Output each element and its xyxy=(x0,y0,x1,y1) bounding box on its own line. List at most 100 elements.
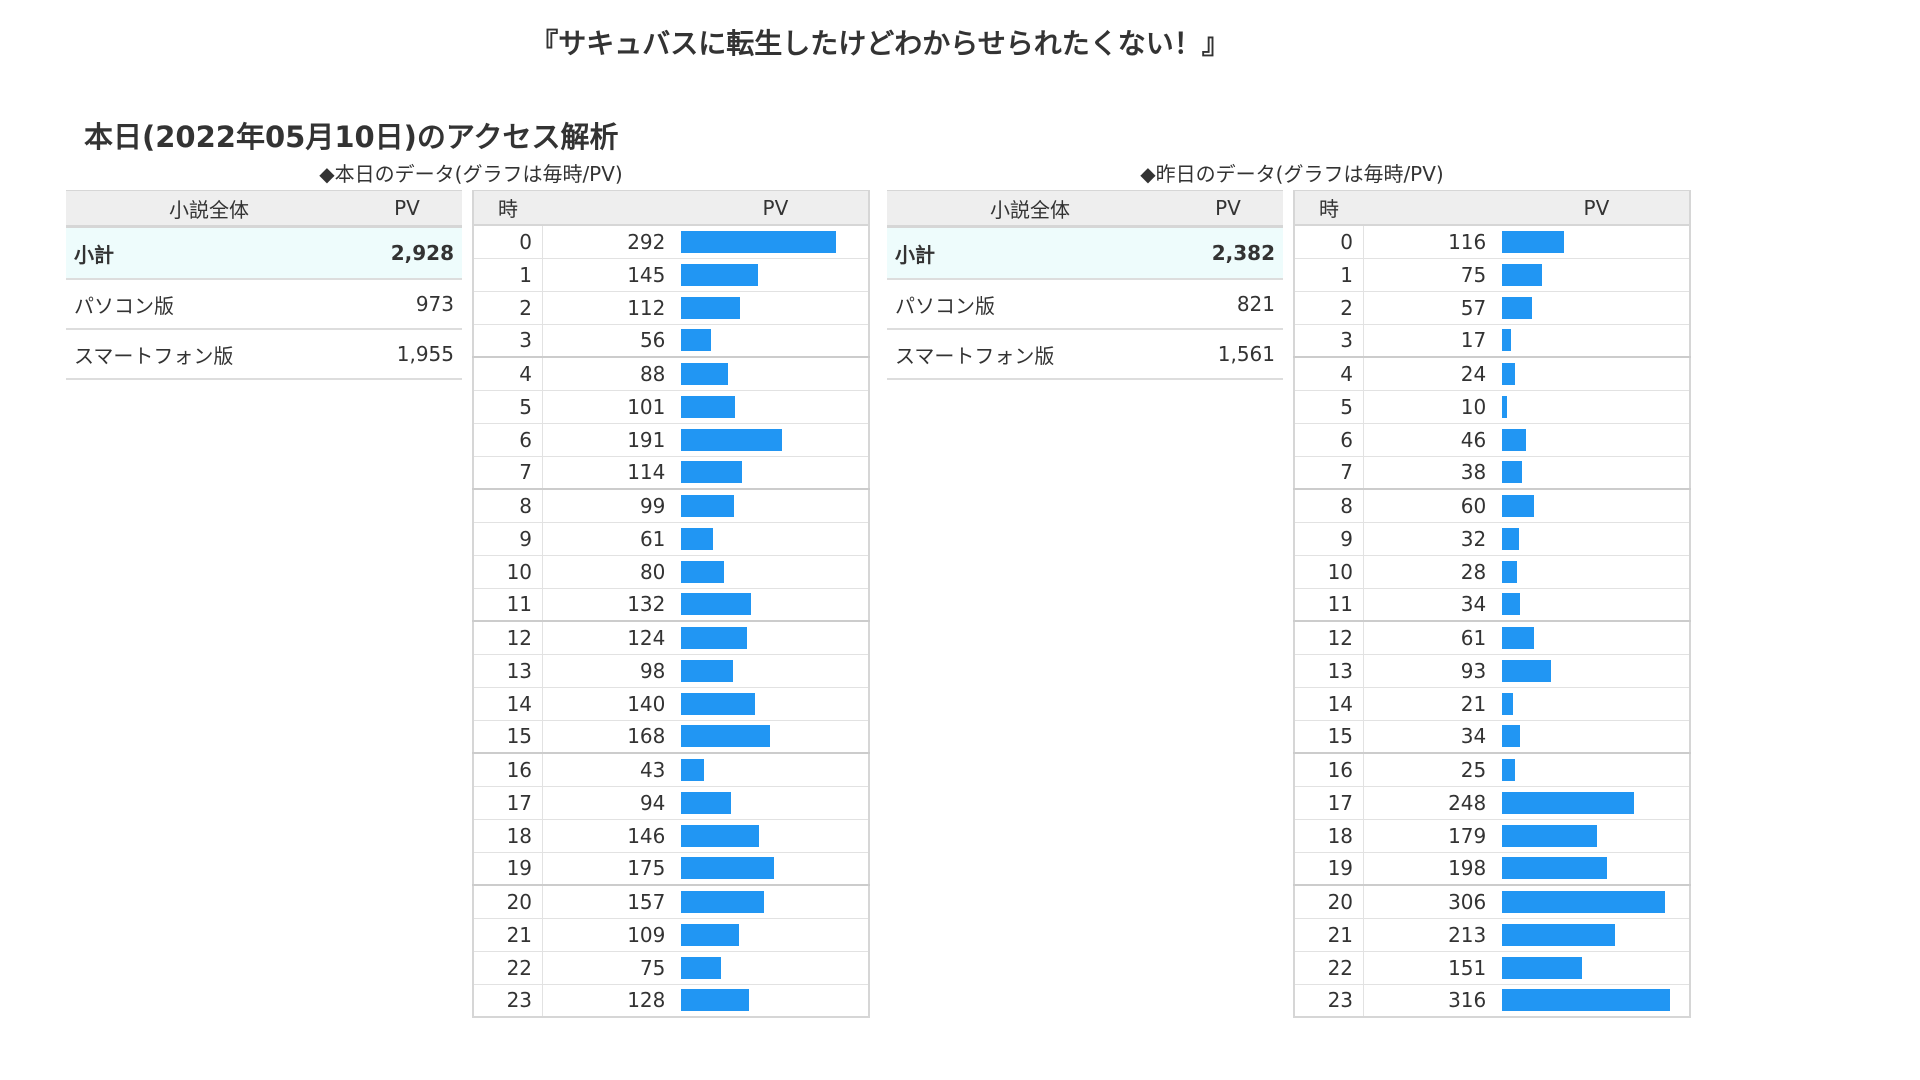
pv-value-cell: 60 xyxy=(1363,489,1499,523)
pv-bar xyxy=(681,329,712,352)
pv-value-cell: 306 xyxy=(1363,885,1499,919)
hourly-row: 17 94 xyxy=(473,786,869,820)
pv-bar-cell xyxy=(1498,357,1690,391)
pv-bar-cell xyxy=(1498,489,1690,523)
pv-bar xyxy=(1502,923,1616,946)
summary-row-value: 2,382 xyxy=(1173,226,1283,280)
pv-bar xyxy=(681,956,722,979)
pv-bar xyxy=(681,659,734,682)
pv-value-cell: 292 xyxy=(542,225,678,259)
pv-value-cell: 140 xyxy=(542,687,678,721)
pv-bar xyxy=(681,362,729,385)
pv-value-cell: 175 xyxy=(542,852,678,886)
pv-bar-cell xyxy=(1498,753,1690,787)
pv-bar xyxy=(681,428,783,451)
hourly-row: 0 292 xyxy=(473,225,869,259)
hourly-row: 9 32 xyxy=(1294,522,1690,556)
pv-bar-cell xyxy=(677,258,869,292)
pv-value-cell: 57 xyxy=(1363,291,1499,325)
hourly-row: 3 17 xyxy=(1294,324,1690,358)
pv-bar-cell xyxy=(1498,555,1690,589)
pv-bar-cell xyxy=(677,489,869,523)
pv-value-cell: 116 xyxy=(1363,225,1499,259)
pv-bar-cell xyxy=(677,555,869,589)
hour-cell: 14 xyxy=(473,687,544,721)
pv-bar-cell xyxy=(1498,423,1690,457)
pv-value-cell: 191 xyxy=(542,423,678,457)
summary-row-pc: パソコン版 973 xyxy=(66,279,462,330)
pv-bar xyxy=(681,626,748,649)
pv-value-cell: 34 xyxy=(1363,720,1499,754)
hourly-row: 22 75 xyxy=(473,951,869,985)
page-title: 本日(2022年05月10日)のアクセス解析 xyxy=(84,120,619,154)
pv-value-cell: 157 xyxy=(542,885,678,919)
pv-value-cell: 99 xyxy=(542,489,678,523)
hourly-row: 7 38 xyxy=(1294,456,1690,490)
yesterday-hourly-body: 0 116 1 75 2 57 3 17 4 24 5 10 6 46 7 38 8 60 9 32 10 28 11 34 1… xyxy=(1294,225,1690,1017)
hourly-row: 9 61 xyxy=(473,522,869,556)
hourly-row: 21 109 xyxy=(473,918,869,952)
pv-bar xyxy=(1502,659,1552,682)
hour-cell: 16 xyxy=(473,753,544,787)
hourly-row: 2 57 xyxy=(1294,291,1690,325)
hourly-row: 12 124 xyxy=(473,621,869,655)
pv-bar-cell xyxy=(677,753,869,787)
summary-row-value: 2,928 xyxy=(352,226,462,280)
hour-cell: 23 xyxy=(1294,984,1365,1017)
hour-cell: 12 xyxy=(1294,621,1365,655)
pv-bar xyxy=(681,791,732,814)
hour-cell: 10 xyxy=(1294,555,1365,589)
pv-bar xyxy=(681,725,771,748)
pv-bar xyxy=(1502,890,1666,913)
pv-bar xyxy=(1502,428,1527,451)
hourly-row: 13 93 xyxy=(1294,654,1690,688)
hour-cell: 23 xyxy=(473,984,544,1017)
pv-bar-cell xyxy=(677,357,869,391)
pv-bar-cell xyxy=(677,654,869,688)
summary-row-label: パソコン版 xyxy=(887,279,1173,330)
pv-value-cell: 124 xyxy=(542,621,678,655)
yesterday-panel: ◆昨日のデータ(グラフは毎時/PV) 小説全体 PV 小計 2,382 パソコン… xyxy=(887,160,1697,1060)
pv-value-cell: 198 xyxy=(1363,852,1499,886)
pv-value-cell: 75 xyxy=(542,951,678,985)
hour-cell: 20 xyxy=(1294,885,1365,919)
pv-value-cell: 114 xyxy=(542,456,678,490)
hourly-row: 10 28 xyxy=(1294,555,1690,589)
summary-col-pv: PV xyxy=(1173,190,1283,228)
today-panel: ◆本日のデータ(グラフは毎時/PV) 小説全体 PV 小計 2,928 パソコン… xyxy=(66,160,876,1060)
hourly-col-hour: 時 xyxy=(1294,190,1364,226)
summary-row-value: 821 xyxy=(1173,279,1283,330)
hourly-row: 23 128 xyxy=(473,984,869,1017)
hourly-row: 19 198 xyxy=(1294,852,1690,886)
pv-bar xyxy=(681,890,765,913)
pv-bar xyxy=(1502,989,1671,1012)
hourly-row: 8 99 xyxy=(473,489,869,523)
summary-row-subtotal: 小計 2,382 xyxy=(887,226,1283,280)
hourly-row: 22 151 xyxy=(1294,951,1690,985)
pv-bar-cell xyxy=(1498,720,1690,754)
hour-cell: 1 xyxy=(1294,258,1365,292)
pv-value-cell: 24 xyxy=(1363,357,1499,391)
hour-cell: 2 xyxy=(1294,291,1365,325)
pv-bar-cell xyxy=(1498,291,1690,325)
pv-value-cell: 38 xyxy=(1363,456,1499,490)
pv-bar xyxy=(1502,725,1521,748)
pv-bar xyxy=(1502,263,1543,286)
hourly-row: 14 140 xyxy=(473,687,869,721)
hour-cell: 3 xyxy=(1294,324,1365,358)
summary-row-pc: パソコン版 821 xyxy=(887,279,1283,330)
hourly-col-hour: 時 xyxy=(473,190,543,226)
today-hourly-table: 時 PV 0 292 1 145 2 112 3 56 4 88 5 101 6 191 7 114 8 99 9 6… xyxy=(472,190,870,1018)
pv-bar-cell xyxy=(677,588,869,622)
hour-cell: 10 xyxy=(473,555,544,589)
hourly-row: 1 75 xyxy=(1294,258,1690,292)
pv-bar-cell xyxy=(677,918,869,952)
pv-value-cell: 179 xyxy=(1363,819,1499,853)
summary-row-smartphone: スマートフォン版 1,955 xyxy=(66,329,462,380)
pv-bar-cell xyxy=(1498,225,1690,259)
hourly-row: 21 213 xyxy=(1294,918,1690,952)
pv-value-cell: 112 xyxy=(542,291,678,325)
pv-value-cell: 248 xyxy=(1363,786,1499,820)
hour-cell: 1 xyxy=(473,258,544,292)
